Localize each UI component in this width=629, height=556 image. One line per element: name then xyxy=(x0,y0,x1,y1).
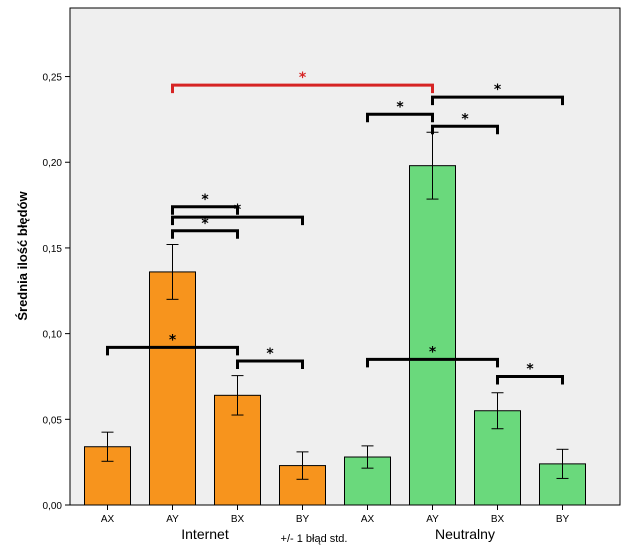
significance-star: * xyxy=(396,99,404,115)
group-label: Neutralny xyxy=(435,526,495,542)
significance-star: * xyxy=(201,216,209,232)
x-tick-label: BX xyxy=(491,514,505,525)
bars xyxy=(84,131,586,506)
x-tick-label: AY xyxy=(426,514,439,525)
bar xyxy=(149,271,196,506)
significance-star: * xyxy=(234,202,242,218)
y-tick-label: 0,00 xyxy=(43,501,63,512)
significance-star: * xyxy=(169,332,177,348)
y-axis: 0,00 0,05 0,10 0,15 0,20 0,25 xyxy=(43,73,70,512)
significance-bracket xyxy=(171,215,304,226)
x-axis: AX AY BX BY Internet AX AY BX BY Neutralny xyxy=(101,505,570,542)
x-tick-label: AX xyxy=(101,514,115,525)
x-tick-label: BY xyxy=(296,514,310,525)
x-tick-label: BY xyxy=(556,514,570,525)
significance-bracket xyxy=(171,229,239,239)
significance-bracket xyxy=(171,83,434,94)
significance-star: * xyxy=(494,82,502,98)
significance-bracket xyxy=(496,374,564,385)
significance-star: * xyxy=(299,70,307,86)
bar xyxy=(409,165,456,506)
significance-star: * xyxy=(526,361,534,377)
y-tick-label: 0,05 xyxy=(43,415,63,426)
significance-bracket xyxy=(366,112,434,123)
significance-star: * xyxy=(429,344,437,360)
y-tick-label: 0,15 xyxy=(43,244,63,255)
x-tick-label: AX xyxy=(361,514,375,525)
significance-star: * xyxy=(201,192,209,208)
significance-bracket xyxy=(431,95,564,106)
significance-bracket xyxy=(366,357,499,368)
y-tick-label: 0,10 xyxy=(43,330,63,341)
significance-brackets: * * * * * * * * * * * xyxy=(106,70,564,385)
group-label: Internet xyxy=(181,526,229,542)
significance-star: * xyxy=(266,346,274,362)
x-tick-label: AY xyxy=(166,514,179,525)
y-axis-label: Średnia ilość błędów xyxy=(15,190,30,320)
significance-star: * xyxy=(461,111,469,127)
error-bar-note: +/- 1 błąd std. xyxy=(281,533,348,545)
y-tick-label: 0,20 xyxy=(43,158,63,169)
significance-bracket xyxy=(431,124,499,135)
y-tick-label: 0,25 xyxy=(43,73,63,84)
significance-bracket xyxy=(106,345,239,356)
significance-bracket xyxy=(236,359,304,370)
significance-bracket xyxy=(171,205,239,215)
x-tick-label: BX xyxy=(231,514,245,525)
